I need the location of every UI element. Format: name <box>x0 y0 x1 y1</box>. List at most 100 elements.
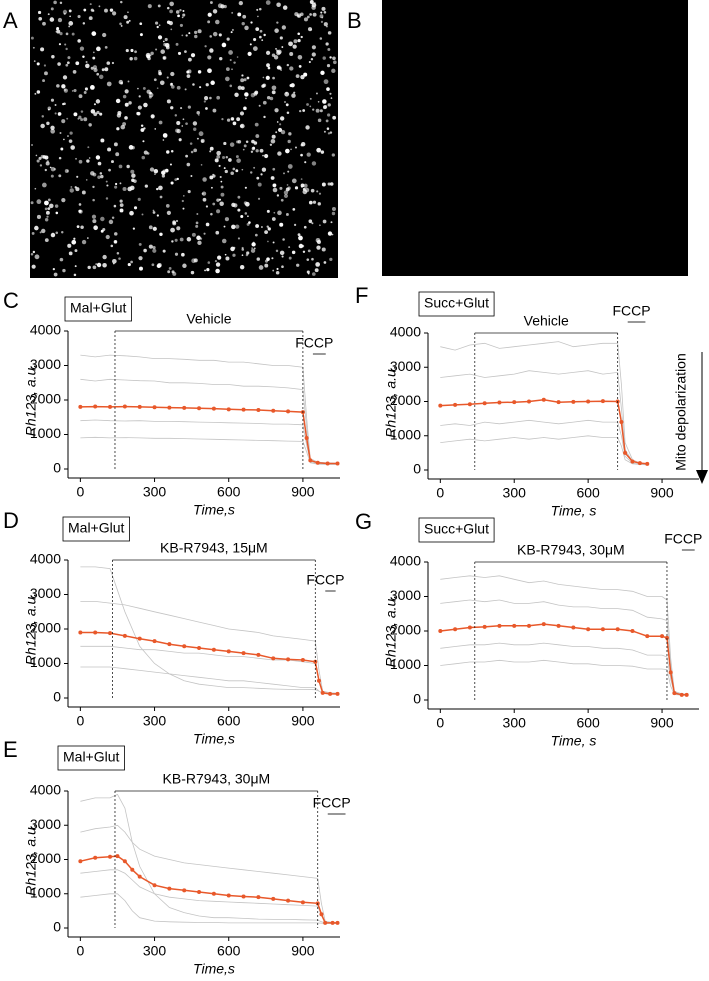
speckle <box>307 249 311 253</box>
speckle <box>41 228 46 234</box>
speckle <box>181 199 184 203</box>
speckle <box>261 39 264 41</box>
x-tick-label: 0 <box>76 484 84 500</box>
speckle <box>298 65 302 68</box>
speckle <box>212 202 216 206</box>
speckle <box>185 154 189 158</box>
speckle <box>133 206 138 210</box>
speckle <box>224 253 227 256</box>
speckle <box>169 163 172 166</box>
speckle <box>46 160 49 163</box>
speckle <box>319 224 321 227</box>
speckle <box>63 12 66 15</box>
speckle <box>30 201 34 205</box>
speckle <box>104 45 108 49</box>
speckle <box>35 154 38 157</box>
speckle <box>277 151 282 156</box>
speckle <box>248 221 251 224</box>
speckle <box>51 55 55 59</box>
speckle <box>311 52 316 57</box>
speckle <box>312 200 317 204</box>
speckle <box>322 99 327 104</box>
speckle <box>225 256 230 261</box>
speckle <box>39 164 43 167</box>
mean-point <box>130 867 135 872</box>
speckle <box>53 272 58 277</box>
speckle <box>111 61 115 65</box>
speckle <box>297 32 301 36</box>
speckle <box>143 102 148 108</box>
fccp-label: FCCP <box>313 795 351 811</box>
speckle <box>301 244 305 248</box>
speckle <box>331 233 334 236</box>
speckle <box>220 180 223 183</box>
speckle <box>148 225 153 230</box>
speckle <box>280 129 286 135</box>
speckle <box>38 156 42 160</box>
speckle <box>267 227 271 231</box>
x-axis-label: Time, s <box>551 503 597 519</box>
speckle <box>40 123 45 129</box>
treatment-label: Vehicle <box>186 311 231 327</box>
y-axis-label: Rh123, a.u. <box>23 823 39 895</box>
speckle <box>81 239 87 245</box>
speckle <box>184 88 187 91</box>
speckle <box>297 54 303 60</box>
mean-point <box>152 639 157 644</box>
speckle <box>317 118 322 123</box>
speckle <box>299 109 302 113</box>
speckle <box>156 187 159 191</box>
speckle <box>116 113 122 118</box>
cell-trace <box>80 566 338 695</box>
speckle <box>196 213 199 215</box>
speckle <box>67 56 71 60</box>
speckle <box>122 186 127 192</box>
speckle <box>276 194 280 197</box>
speckle <box>232 167 236 171</box>
mean-point <box>308 458 313 463</box>
speckle <box>223 4 227 9</box>
speckle <box>36 199 42 205</box>
speckle <box>82 55 85 58</box>
speckle <box>44 218 49 222</box>
speckle <box>280 198 284 202</box>
condition-box <box>418 517 495 543</box>
y-tick-label: 3000 <box>30 816 61 832</box>
speckle <box>129 210 134 216</box>
side-annotation: Mito depolarization <box>673 353 689 471</box>
speckle <box>287 139 291 144</box>
speckle <box>175 219 179 223</box>
speckle <box>44 71 48 76</box>
speckle <box>205 222 210 227</box>
speckle <box>62 268 66 273</box>
x-tick-label: 900 <box>291 713 315 729</box>
y-tick-label: 4000 <box>390 324 421 340</box>
speckle <box>272 241 275 244</box>
mean-point <box>241 651 246 656</box>
mean-point <box>438 629 443 633</box>
speckle <box>197 70 202 74</box>
speckle <box>170 227 175 233</box>
speckle <box>239 111 245 116</box>
mean-point <box>256 652 261 657</box>
speckle <box>95 155 101 160</box>
mean-point <box>137 636 142 641</box>
speckle <box>118 79 124 85</box>
speckle <box>275 249 279 253</box>
speckle <box>47 106 52 111</box>
speckle <box>140 128 145 132</box>
speckle <box>242 14 247 19</box>
condition-label: Mal+Glut <box>68 520 125 536</box>
arrow-head <box>696 470 708 484</box>
mean-trace <box>80 405 338 465</box>
x-tick-label: 0 <box>76 943 84 959</box>
speckle <box>104 67 109 72</box>
speckle <box>148 244 153 249</box>
speckle <box>152 209 155 212</box>
speckle <box>261 226 263 228</box>
speckle <box>66 169 69 172</box>
treatment-label: KB-R7943, 30μM <box>517 542 625 558</box>
speckle <box>122 94 127 99</box>
speckle <box>52 267 55 271</box>
speckle <box>323 22 328 27</box>
